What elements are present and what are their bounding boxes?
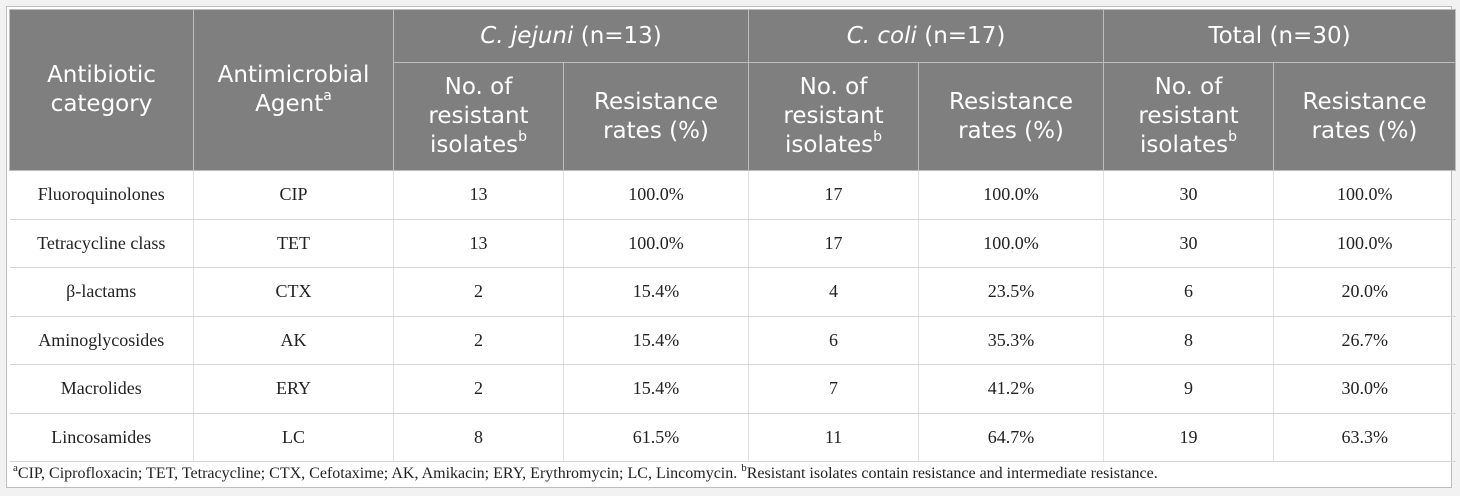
table-footnote: aCIP, Ciprofloxacin; TET, Tetracycline; … [13,461,1158,482]
cell-agent: AK [193,316,394,365]
header-antibiotic-category: Antibiotic category [9,9,194,171]
cell-agent: TET [193,219,394,268]
table-row: Lincosamides LC 8 61.5% 11 64.7% 19 63.3% [9,413,1456,462]
cell-cjejuni-count: 13 [393,170,564,220]
cell-ccoli-rate: 64.7% [918,413,1105,462]
header-rate-c-jejuni: Resistance rates (%) [562,62,750,171]
cell-category: Aminoglycosides [9,316,194,365]
cell-cjejuni-rate: 15.4% [563,364,750,414]
cell-total-count: 6 [1103,267,1275,317]
cell-total-rate: 20.0% [1273,267,1456,317]
header-group-total: Total (n=30) [1103,9,1457,63]
cell-ccoli-count: 17 [748,219,920,268]
cell-total-count: 8 [1103,316,1275,365]
header-antimicrobial-agent: Antimicrobial Agenta [193,9,394,171]
cell-ccoli-count: 7 [748,364,920,414]
cell-ccoli-rate: 23.5% [918,267,1105,317]
header-group-c-coli: C. coli (n=17) [748,9,1105,63]
cell-cjejuni-rate: 61.5% [563,413,750,462]
table-row: Aminoglycosides AK 2 15.4% 6 35.3% 8 26.7% [9,316,1456,365]
cell-total-count: 30 [1103,170,1275,220]
cell-ccoli-rate: 100.0% [918,219,1105,268]
resistance-table: Antibiotic category Antimicrobial Agenta… [9,9,1457,462]
table-header: Antibiotic category Antimicrobial Agenta… [9,9,1457,171]
cell-ccoli-rate: 35.3% [918,316,1105,365]
cell-cjejuni-rate: 15.4% [563,267,750,317]
table-row: β-lactams CTX 2 15.4% 4 23.5% 6 20.0% [9,267,1456,317]
header-count-total: No. of resistant isolatesb [1103,62,1275,171]
cell-total-count: 9 [1103,364,1275,414]
cell-ccoli-count: 6 [748,316,920,365]
cell-total-count: 30 [1103,219,1275,268]
cell-cjejuni-count: 13 [393,219,564,268]
table-row: Fluoroquinolones CIP 13 100.0% 17 100.0% 30 100… [9,170,1456,220]
cell-agent: ERY [193,364,394,414]
cell-category: β-lactams [9,267,194,317]
cell-cjejuni-rate: 100.0% [563,219,750,268]
cell-category: Lincosamides [9,413,194,462]
cell-total-rate: 26.7% [1273,316,1456,365]
cell-category: Tetracycline class [9,219,194,268]
cell-agent: CIP [193,170,394,220]
cell-agent: LC [193,413,394,462]
cell-total-count: 19 [1103,413,1275,462]
header-rate-c-coli: Resistance rates (%) [918,62,1105,171]
header-count-c-jejuni: No. of resistant isolatesb [393,62,564,171]
cell-cjejuni-count: 8 [393,413,564,462]
cell-ccoli-rate: 41.2% [918,364,1105,414]
table-row: Tetracycline class TET 13 100.0% 17 100.0% 30 1… [9,219,1456,268]
cell-cjejuni-count: 2 [393,267,564,317]
cell-ccoli-rate: 100.0% [918,170,1105,220]
cell-category: Macrolides [9,364,194,414]
cell-total-rate: 100.0% [1273,170,1456,220]
header-group-c-jejuni: C. jejuni (n=13) [392,9,750,63]
table-frame: Antibiotic category Antimicrobial Agenta… [6,6,1457,488]
table-body: Fluoroquinolones CIP 13 100.0% 17 100.0% 30 100… [9,170,1456,462]
header-count-c-coli: No. of resistant isolatesb [748,62,920,171]
cell-cjejuni-rate: 15.4% [563,316,750,365]
cell-total-rate: 100.0% [1273,219,1456,268]
table-row: Macrolides ERY 2 15.4% 7 41.2% 9 30.0% [9,364,1456,414]
cell-cjejuni-count: 2 [393,364,564,414]
cell-cjejuni-rate: 100.0% [563,170,750,220]
cell-total-rate: 30.0% [1273,364,1456,414]
header-rate-total: Resistance rates (%) [1273,62,1457,171]
cell-agent: CTX [193,267,394,317]
cell-ccoli-count: 11 [748,413,920,462]
cell-total-rate: 63.3% [1273,413,1456,462]
cell-ccoli-count: 17 [748,170,920,220]
cell-category: Fluoroquinolones [9,170,194,220]
cell-ccoli-count: 4 [748,267,920,317]
cell-cjejuni-count: 2 [393,316,564,365]
